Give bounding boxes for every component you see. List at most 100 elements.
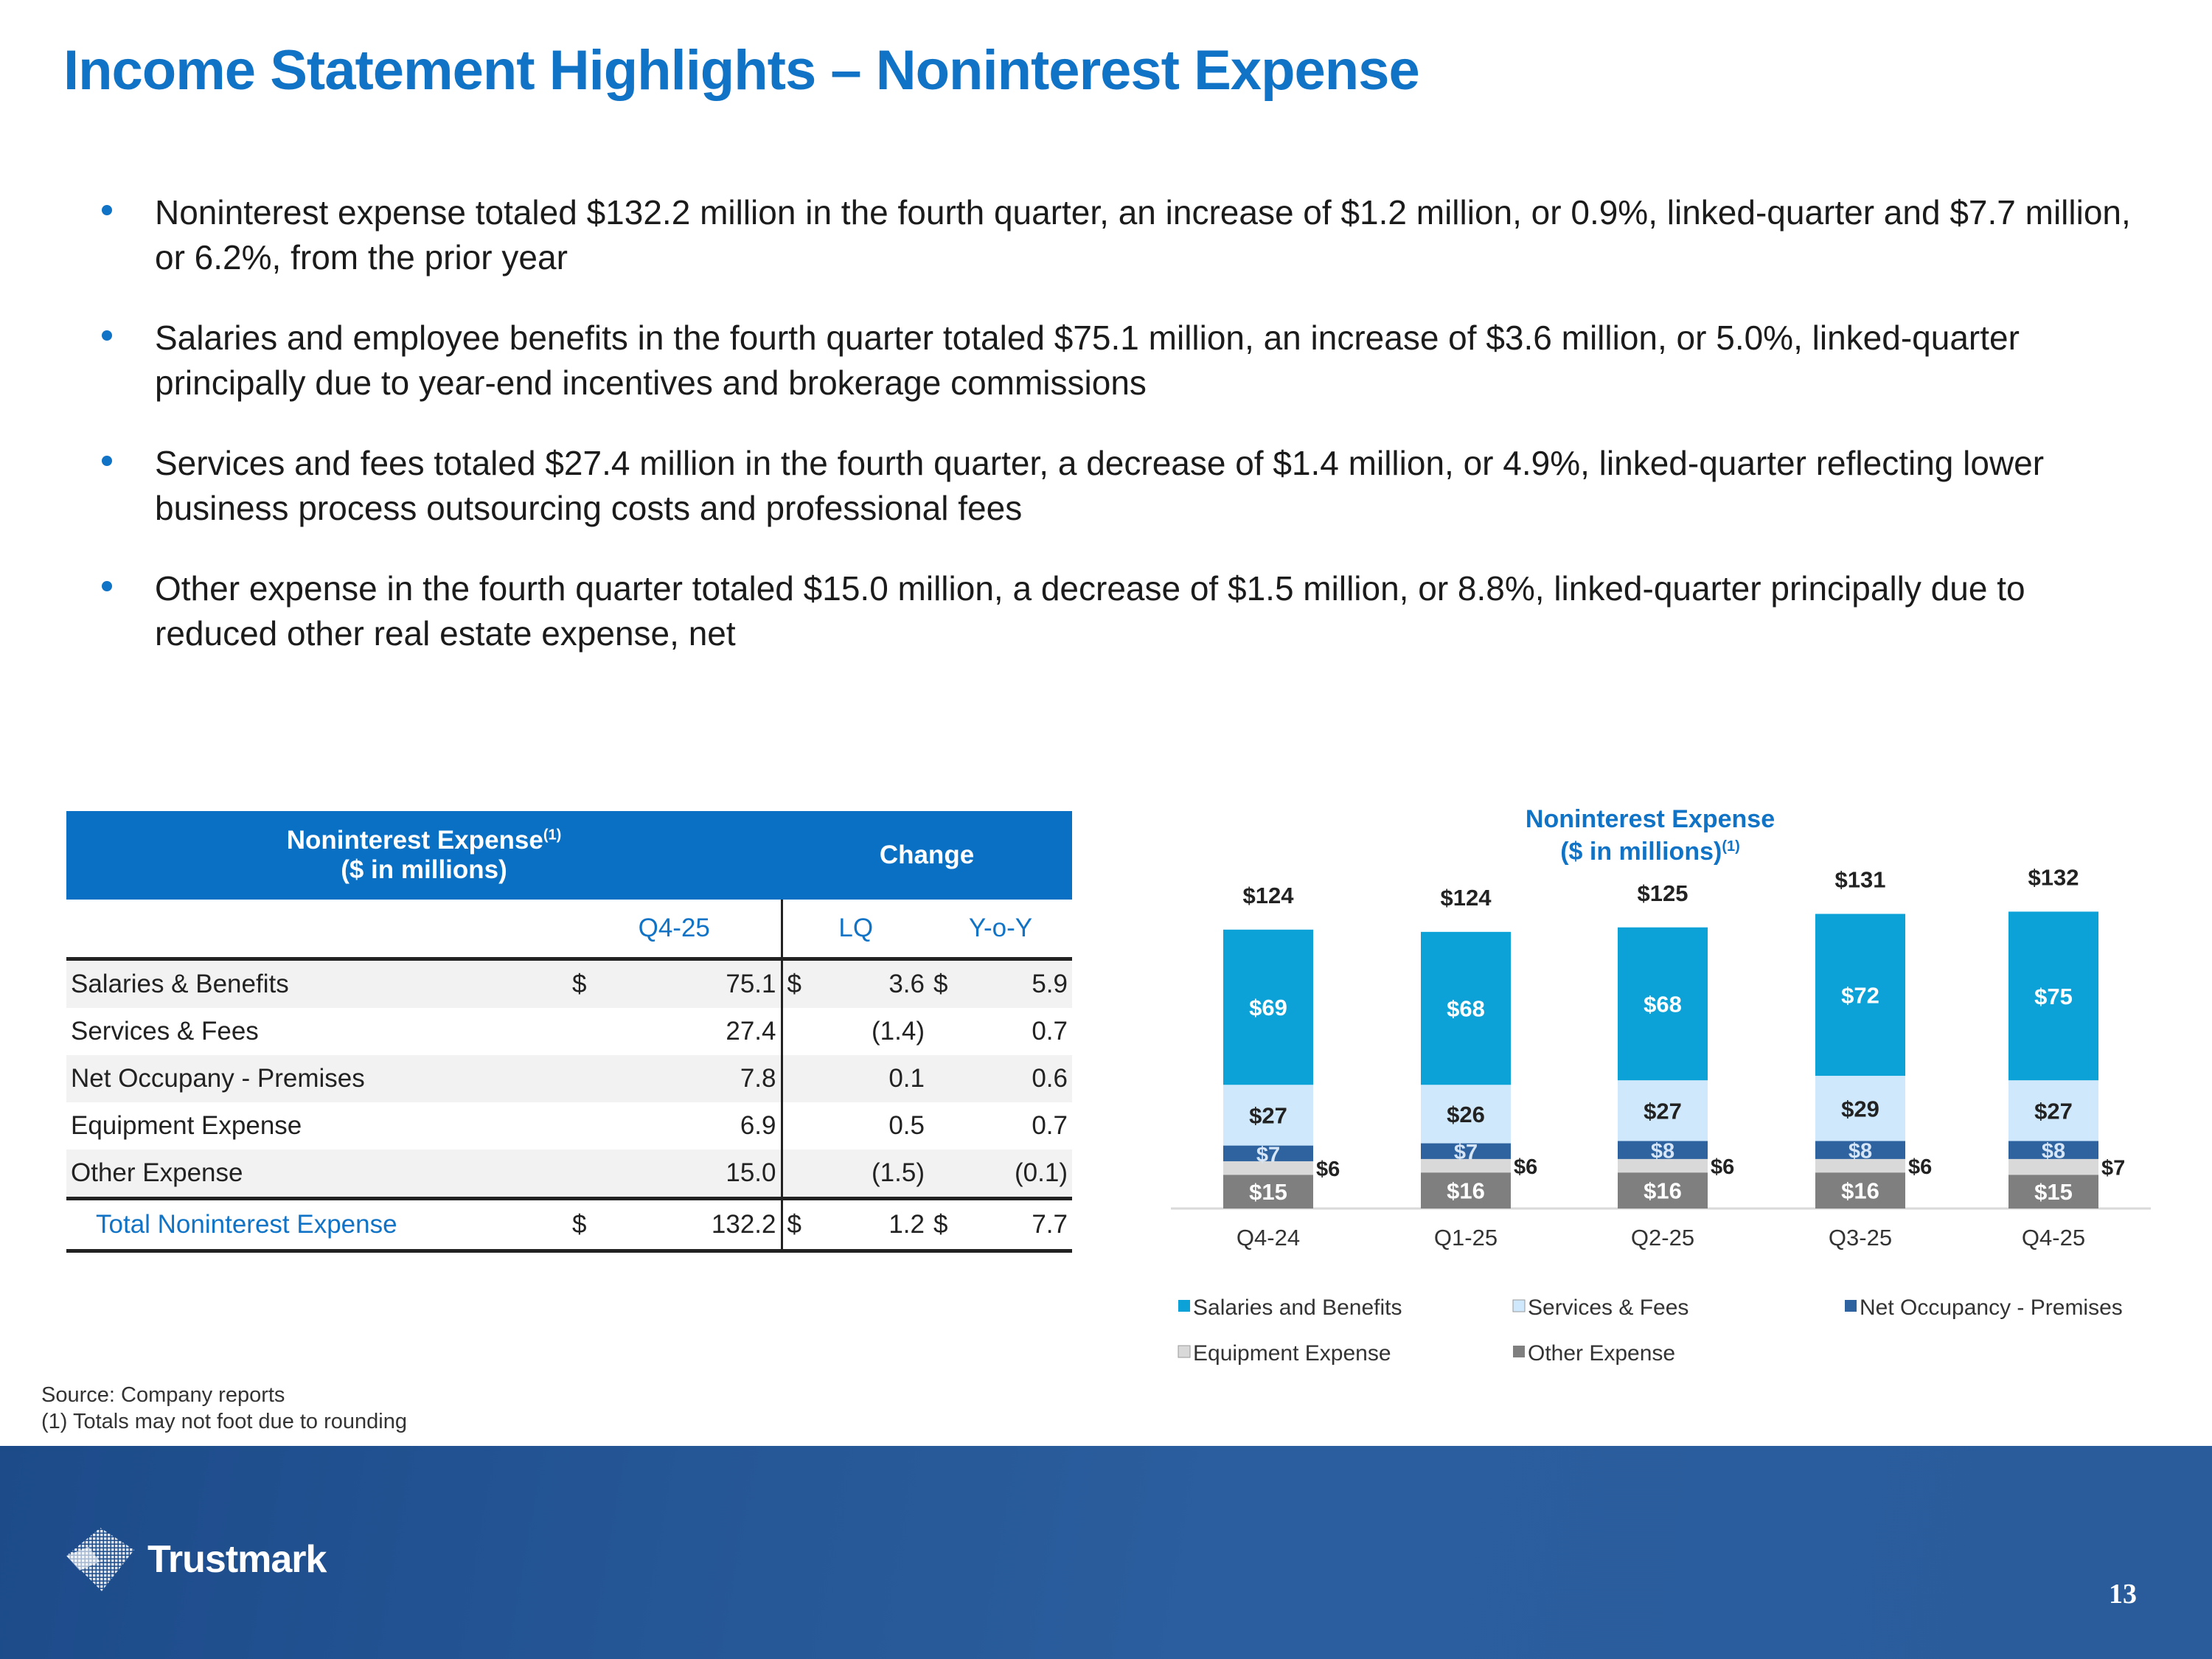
data-label: $7 [1256, 1143, 1280, 1166]
cell-cur1 [568, 1055, 627, 1102]
col-yoy: Y-o-Y [929, 900, 1072, 961]
data-label: $8 [2042, 1140, 2065, 1164]
bar-segment [1618, 1080, 1708, 1141]
bullet-dot-icon [102, 456, 112, 466]
data-label: $27 [2034, 1098, 2073, 1124]
data-label: $69 [1249, 995, 1287, 1020]
bar-segment [1815, 1158, 1905, 1173]
cell-q: 15.0 [627, 1150, 783, 1199]
data-label: $6 [1908, 1155, 1932, 1179]
table-row-total: Total Noninterest Expense $ 132.2 $ 1.2 … [66, 1197, 1072, 1253]
data-label: $16 [1447, 1178, 1485, 1204]
cell-cur2 [782, 1008, 833, 1055]
chart-title: Noninterest Expense [1526, 805, 1775, 833]
table-header: Noninterest Expense(1) ($ in millions) C… [66, 811, 1072, 900]
bar-segment [1421, 1143, 1511, 1159]
legend-item: Net Occupancy - Premises [1845, 1295, 2123, 1320]
legend-label: Salaries and Benefits [1193, 1295, 1402, 1320]
bar-segment [1223, 1145, 1313, 1161]
bar-segment [1223, 929, 1313, 1085]
cell-cur3 [929, 1150, 981, 1199]
data-label: $29 [1841, 1096, 1879, 1121]
legend-item: Other Expense [1513, 1341, 1675, 1366]
rounding-note: (1) Totals may not foot due to rounding [41, 1410, 407, 1433]
bullet-text: Services and fees totaled $27.4 million … [155, 444, 2045, 527]
x-tick-label: Q4-25 [2022, 1225, 2085, 1251]
bullet-text: Other expense in the fourth quarter tota… [155, 569, 2025, 653]
total-label: $132 [2028, 864, 2079, 890]
table-row: Equipment Expense 6.9 0.5 0.7 [66, 1102, 1072, 1150]
bar-segment [2008, 911, 2098, 1081]
cell-cur1 [568, 1008, 627, 1055]
data-label: $7 [1454, 1141, 1478, 1164]
legend-label: Equipment Expense [1193, 1341, 1391, 1366]
cell-cur3 [929, 1102, 981, 1150]
bar-segment [1618, 927, 1708, 1081]
x-tick-label: Q3-25 [1829, 1225, 1892, 1251]
column-headers: Q4-25 LQ Y-o-Y [66, 900, 1072, 961]
legend-label: Net Occupancy - Premises [1860, 1295, 2123, 1320]
bar-segment [1223, 1175, 1313, 1208]
bar-segment [1618, 1158, 1708, 1173]
cell-cur3 [929, 1008, 981, 1055]
bar-segment [1421, 931, 1511, 1085]
total-label: $131 [1835, 866, 1886, 892]
bar-segment [1815, 1076, 1905, 1141]
cell-yoy: 0.7 [1032, 1111, 1068, 1140]
legend-item: Salaries and Benefits [1178, 1295, 1402, 1320]
bar-segment [1223, 1161, 1313, 1175]
bar-segment [1815, 1172, 1905, 1208]
cell-yoy: 5.9 [981, 959, 1072, 1008]
trustmark-cube-icon [66, 1528, 134, 1591]
cell-cur3: $ [929, 959, 981, 1008]
data-label: $6 [1316, 1158, 1340, 1181]
bar-segment [1421, 1172, 1511, 1208]
x-tick-label: Q2-25 [1631, 1225, 1694, 1251]
data-label: $68 [1447, 996, 1485, 1022]
cell-label: Services & Fees [71, 1017, 259, 1046]
bullet-dot-icon [102, 205, 112, 215]
col-q4-25: Q4-25 [568, 900, 783, 961]
total-label: $124 [1441, 885, 1492, 911]
cell-lq: 3.6 [833, 959, 929, 1008]
cell-cur1: $ [568, 959, 627, 1008]
data-label: $16 [1644, 1178, 1682, 1204]
bullet-item: Noninterest expense totaled $132.2 milli… [96, 190, 2131, 280]
bullet-list: Noninterest expense totaled $132.2 milli… [96, 190, 2131, 692]
cell-cur2 [782, 1055, 833, 1102]
legend-label: Other Expense [1528, 1341, 1675, 1366]
table-row: Salaries & Benefits $75.1 $3.6 $5.9 [66, 959, 1072, 1008]
change-header: Change [782, 811, 1072, 900]
legend-label: Services & Fees [1528, 1295, 1688, 1320]
cell-label: Other Expense [66, 1150, 568, 1199]
cell-lq: 0.1 [833, 1055, 929, 1102]
table-title: Noninterest Expense(1) ($ in millions) [66, 811, 782, 900]
bar-segment [2008, 1080, 2098, 1141]
source-note: Source: Company reports [41, 1383, 285, 1407]
data-label: $8 [1848, 1140, 1872, 1164]
x-tick-label: Q1-25 [1434, 1225, 1498, 1251]
bar-segment [1618, 1141, 1708, 1159]
total-label: $125 [1638, 880, 1688, 906]
total-label: $124 [1243, 883, 1295, 908]
legend-swatch-icon [1178, 1300, 1190, 1312]
data-label: $15 [1249, 1179, 1287, 1205]
cell-cur2: $ [782, 959, 833, 1008]
data-label: $16 [1841, 1178, 1879, 1204]
data-label: $27 [1249, 1102, 1287, 1128]
bullet-item: Services and fees totaled $27.4 million … [96, 441, 2131, 531]
bar-segment [1815, 914, 1905, 1077]
cell-lq: (1.5) [833, 1150, 929, 1199]
bullet-dot-icon [102, 330, 112, 341]
bullet-dot-icon [102, 581, 112, 591]
cell-label: Net Occupany - Premises [66, 1055, 568, 1102]
trustmark-logo: Trustmark [63, 1526, 327, 1593]
bar-segment [2008, 1175, 2098, 1208]
data-label: $7 [2101, 1157, 2125, 1180]
bullet-text: Noninterest expense totaled $132.2 milli… [155, 193, 2131, 276]
table-row: Services & Fees 27.4 (1.4) 0.7 [66, 1008, 1072, 1055]
x-tick-label: Q4-24 [1237, 1225, 1300, 1251]
cell-q: 6.9 [627, 1102, 783, 1150]
table-row: Other Expense 15.0 (1.5) (0.1) [66, 1150, 1072, 1199]
data-label: $15 [2034, 1179, 2073, 1205]
